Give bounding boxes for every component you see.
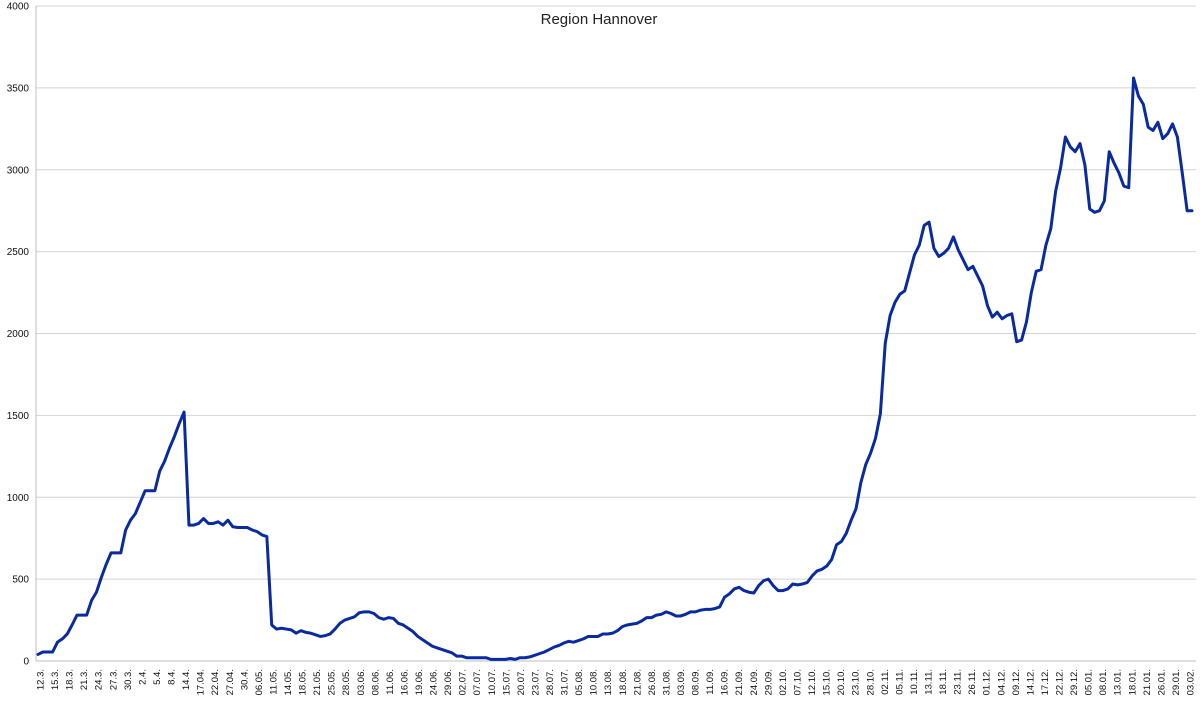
x-tick-label: 27.04. <box>225 669 236 695</box>
x-tick-label: 06.05. <box>254 669 265 695</box>
x-tick-label: 07.07. <box>472 669 483 695</box>
x-tick-label: 02.11. <box>880 669 891 695</box>
x-tick-label: 21.05. <box>312 669 323 695</box>
x-tick-label: 8.4. <box>167 669 178 685</box>
x-tick-label: 2.4. <box>137 669 148 685</box>
x-tick-label: 18.05. <box>298 669 309 695</box>
series-line-0 <box>36 76 1194 661</box>
y-axis-ticks: 0 500 1000 1500 2000 2500 3000 3500 4000 <box>7 2 30 668</box>
x-tick-label: 16.09. <box>720 669 731 695</box>
x-tick-label: 07.10. <box>792 669 803 695</box>
x-tick-label: 22.12. <box>1055 669 1066 695</box>
y-tick-label: 2500 <box>7 247 30 258</box>
x-tick-label: 18.01. <box>1127 669 1138 695</box>
x-tick-label: 14.4. <box>181 669 192 690</box>
x-tick-label: 22.04. <box>210 669 221 695</box>
x-tick-label: 20.07. <box>516 669 527 695</box>
x-tick-label: 21.09. <box>734 669 745 695</box>
x-tick-label: 20.10. <box>836 669 847 695</box>
x-tick-label: 11.05. <box>268 669 279 695</box>
x-tick-label: 29.12. <box>1069 669 1080 695</box>
x-tick-label: 18.08. <box>618 669 629 695</box>
y-tick-label: 2000 <box>7 329 30 340</box>
x-tick-label: 28.07. <box>545 669 556 695</box>
x-tick-label: 30.3. <box>123 669 134 690</box>
y-tick-label: 1000 <box>7 493 30 504</box>
x-tick-label: 05.01. <box>1084 669 1095 695</box>
axes <box>35 6 1196 662</box>
x-tick-label: 19.06. <box>414 669 425 695</box>
x-tick-label: 16.06. <box>399 669 410 695</box>
x-tick-label: 13.08. <box>603 669 614 695</box>
x-tick-label: 03.02. <box>1186 669 1197 695</box>
x-tick-label: 10.07. <box>487 669 498 695</box>
x-tick-label: 12.3. <box>36 669 47 690</box>
x-tick-label: 5.4. <box>152 669 163 685</box>
x-tick-label: 18.3. <box>65 669 76 690</box>
x-tick-label: 24.09. <box>749 669 760 695</box>
y-tick-label: 1500 <box>7 411 30 422</box>
x-tick-label: 04.12. <box>996 669 1007 695</box>
x-tick-label: 30.4. <box>239 669 250 690</box>
x-tick-label: 15.07. <box>501 669 512 695</box>
x-tick-label: 25.05. <box>327 669 338 695</box>
x-tick-label: 23.10. <box>851 669 862 695</box>
x-tick-label: 29.09. <box>763 669 774 695</box>
x-tick-label: 26.01. <box>1156 669 1167 695</box>
x-tick-label: 01.12. <box>982 669 993 695</box>
x-tick-label: 23.07. <box>530 669 541 695</box>
x-tick-label: 02.07. <box>458 669 469 695</box>
x-tick-label: 24.3. <box>94 669 105 690</box>
x-tick-label: 13.01. <box>1113 669 1124 695</box>
x-tick-label: 03.06. <box>356 669 367 695</box>
x-tick-label: 14.12. <box>1025 669 1036 695</box>
x-tick-label: 21.08. <box>632 669 643 695</box>
x-tick-label: 08.09. <box>691 669 702 695</box>
x-tick-label: 29.06. <box>443 669 454 695</box>
x-tick-label: 11.06. <box>385 669 396 695</box>
x-tick-label: 18.11. <box>938 669 949 695</box>
x-tick-label: 02.10. <box>778 669 789 695</box>
x-tick-label: 14.05. <box>283 669 294 695</box>
chart-title: Region Hannover <box>541 11 658 28</box>
x-tick-label: 05.08. <box>574 669 585 695</box>
y-tick-label: 0 <box>23 657 29 668</box>
x-tick-label: 12.10. <box>807 669 818 695</box>
x-tick-label: 28.10. <box>865 669 876 695</box>
x-tick-label: 17.04. <box>196 669 207 695</box>
y-tick-label: 4000 <box>7 2 30 13</box>
x-tick-label: 31.07. <box>560 669 571 695</box>
series-layer <box>36 76 1194 661</box>
x-tick-label: 29.01. <box>1171 669 1182 695</box>
x-tick-label: 21.3. <box>79 669 90 690</box>
x-tick-label: 13.11. <box>923 669 934 695</box>
y-tick-label: 3000 <box>7 165 30 176</box>
x-tick-label: 17.12. <box>1040 669 1051 695</box>
gridlines <box>36 5 1196 580</box>
x-tick-label: 08.01. <box>1098 669 1109 695</box>
x-tick-label: 21.01. <box>1142 669 1153 695</box>
y-tick-label: 3500 <box>7 83 30 94</box>
x-axis-ticks: 12.3. 15.3. 18.3. 21.3. 24.3. 27.3. 30.3. 2.4. 5… <box>36 669 1197 695</box>
x-tick-label: 09.12. <box>1011 669 1022 695</box>
x-tick-label: 24.06. <box>429 669 440 695</box>
x-tick-label: 27.3. <box>108 669 119 690</box>
x-tick-label: 26.08. <box>647 669 658 695</box>
x-tick-label: 15.3. <box>50 669 61 690</box>
x-tick-label: 23.11. <box>953 669 964 695</box>
x-tick-label: 10.11. <box>909 669 920 695</box>
y-tick-label: 500 <box>12 575 29 586</box>
x-tick-label: 05.11. <box>894 669 905 695</box>
x-tick-label: 08.06. <box>370 669 381 695</box>
x-tick-label: 15.10. <box>822 669 833 695</box>
x-tick-label: 10.08. <box>589 669 600 695</box>
x-tick-label: 11.09. <box>705 669 716 695</box>
x-tick-label: 28.05. <box>341 669 352 695</box>
x-tick-label: 31.08. <box>661 669 672 695</box>
x-tick-label: 03.09. <box>676 669 687 695</box>
x-tick-label: 26.11. <box>967 669 978 695</box>
